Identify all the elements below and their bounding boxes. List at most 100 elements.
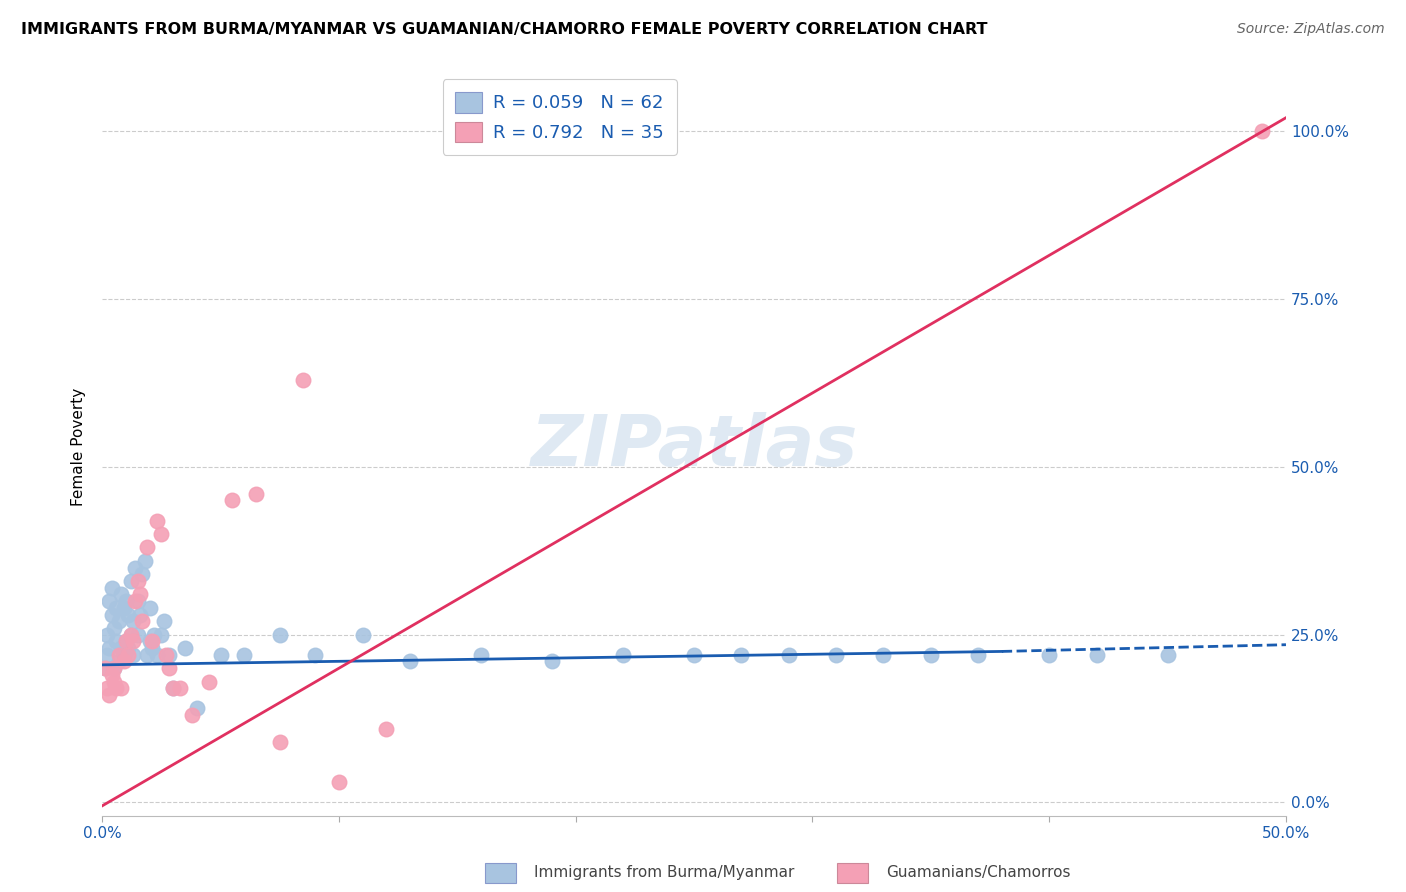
Point <box>136 648 159 662</box>
Point <box>967 648 990 662</box>
Point <box>872 648 894 662</box>
Point <box>103 661 125 675</box>
Point <box>110 641 132 656</box>
Point <box>107 648 129 662</box>
Point <box>197 674 219 689</box>
Point <box>129 587 152 601</box>
Point <box>152 614 174 628</box>
Point <box>103 621 125 635</box>
Point <box>1251 124 1274 138</box>
Point <box>328 775 350 789</box>
Point <box>96 648 118 662</box>
Point <box>541 655 564 669</box>
Point <box>134 554 156 568</box>
Point <box>105 600 128 615</box>
Point <box>110 681 132 696</box>
Point <box>292 372 315 386</box>
Point <box>138 634 160 648</box>
Point <box>100 581 122 595</box>
Point <box>122 614 145 628</box>
Point <box>107 614 129 628</box>
Point <box>115 594 138 608</box>
Point <box>730 648 752 662</box>
Point <box>112 655 135 669</box>
Point <box>186 701 208 715</box>
Point <box>143 627 166 641</box>
Point <box>127 594 149 608</box>
Point <box>138 600 160 615</box>
Text: Immigrants from Burma/Myanmar: Immigrants from Burma/Myanmar <box>534 865 794 880</box>
Point <box>1156 648 1178 662</box>
Point <box>157 661 180 675</box>
Point <box>127 627 149 641</box>
Point <box>105 634 128 648</box>
Point <box>122 648 145 662</box>
Point <box>174 641 197 656</box>
Point <box>124 560 146 574</box>
Point <box>162 681 184 696</box>
Point <box>93 661 115 675</box>
Text: Source: ZipAtlas.com: Source: ZipAtlas.com <box>1237 22 1385 37</box>
Point <box>117 641 139 656</box>
Point <box>120 627 142 641</box>
Point <box>352 627 374 641</box>
Point <box>120 627 142 641</box>
Point <box>117 648 139 662</box>
Text: ZIPatlas: ZIPatlas <box>530 412 858 481</box>
Point <box>120 574 142 588</box>
Point <box>1085 648 1108 662</box>
Point <box>150 527 173 541</box>
Point <box>115 634 138 648</box>
Point <box>141 634 163 648</box>
Point <box>107 655 129 669</box>
Point <box>304 648 326 662</box>
Point <box>124 594 146 608</box>
Point <box>96 681 118 696</box>
Point <box>399 655 422 669</box>
Point <box>112 600 135 615</box>
Point <box>110 587 132 601</box>
Point <box>145 648 167 662</box>
Point <box>221 493 243 508</box>
Point <box>181 708 204 723</box>
Point <box>169 681 191 696</box>
Point <box>129 607 152 622</box>
Point <box>131 614 153 628</box>
Point <box>136 541 159 555</box>
Point <box>98 641 121 656</box>
Point <box>141 641 163 656</box>
Point <box>269 735 291 749</box>
Text: IMMIGRANTS FROM BURMA/MYANMAR VS GUAMANIAN/CHAMORRO FEMALE POVERTY CORRELATION C: IMMIGRANTS FROM BURMA/MYANMAR VS GUAMANI… <box>21 22 987 37</box>
Point <box>131 567 153 582</box>
Point <box>93 661 115 675</box>
Text: Guamanians/Chamorros: Guamanians/Chamorros <box>886 865 1070 880</box>
Point <box>103 661 125 675</box>
Point <box>96 627 118 641</box>
Point <box>105 681 128 696</box>
Point <box>683 648 706 662</box>
Point <box>1038 648 1060 662</box>
Point <box>375 722 398 736</box>
Point <box>115 634 138 648</box>
Point <box>155 648 177 662</box>
Point <box>825 648 848 662</box>
Point <box>103 674 125 689</box>
Legend: R = 0.059   N = 62, R = 0.792   N = 35: R = 0.059 N = 62, R = 0.792 N = 35 <box>443 79 676 155</box>
Point <box>145 514 167 528</box>
Point <box>100 607 122 622</box>
Point <box>117 607 139 622</box>
Point <box>269 627 291 641</box>
Point <box>920 648 942 662</box>
Y-axis label: Female Poverty: Female Poverty <box>72 387 86 506</box>
Point <box>150 627 173 641</box>
Point <box>122 634 145 648</box>
Point <box>162 681 184 696</box>
Point <box>245 486 267 500</box>
Point <box>112 648 135 662</box>
Point <box>98 688 121 702</box>
Point <box>100 668 122 682</box>
Point <box>127 574 149 588</box>
Point <box>157 648 180 662</box>
Point <box>470 648 492 662</box>
Point <box>233 648 256 662</box>
